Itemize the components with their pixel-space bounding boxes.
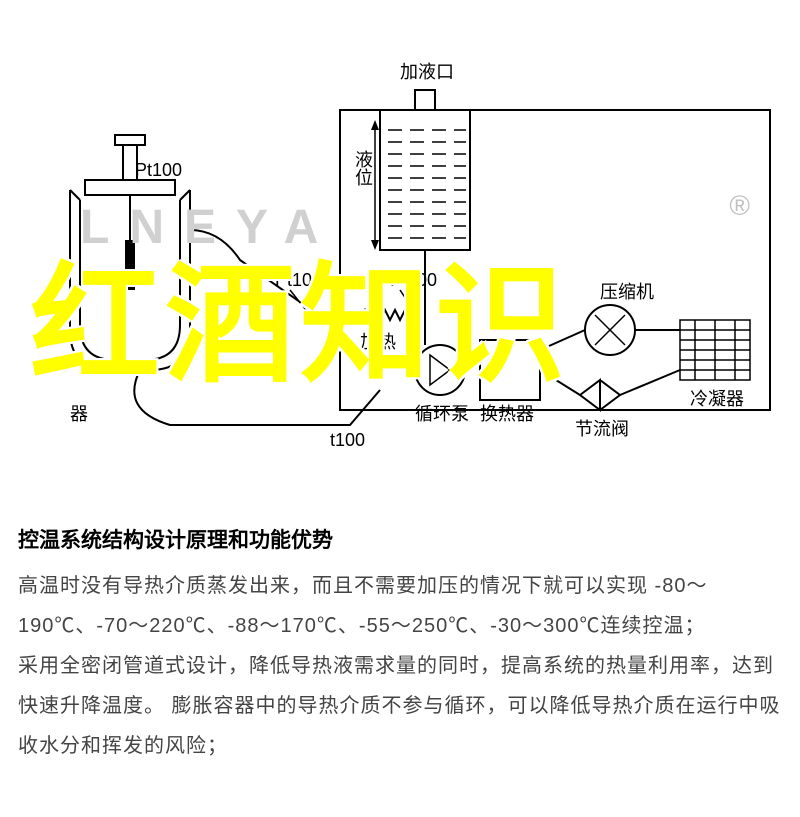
article-heading: 控温系统结构设计原理和功能优势 — [18, 520, 782, 562]
heat-exchanger-label: 换热器 — [480, 400, 534, 426]
throttle-valve-label: 节流阀 — [575, 415, 629, 441]
condenser-label: 冷凝器 — [690, 385, 744, 411]
registered-mark: ® — [729, 190, 750, 222]
watermark-text: LNEYA — [80, 200, 338, 255]
fill-port-label: 加液口 — [400, 58, 454, 84]
article-section: 控温系统结构设计原理和功能优势 高温时没有导热介质蒸发出来，而且不需要加压的情况… — [18, 520, 782, 766]
liquid-level-label: 液位 — [350, 150, 376, 186]
overlay-title: 红酒知识 — [30, 260, 570, 390]
pump-label: 循环泵 — [415, 400, 469, 426]
reactor-label: 器 — [70, 400, 88, 426]
compressor-label: 压缩机 — [600, 278, 654, 304]
t100-label: t100 — [330, 430, 365, 451]
article-body: 高温时没有导热介质蒸发出来，而且不需要加压的情况下就可以实现 -80～190℃、… — [18, 566, 782, 766]
pt100-label-1: Pt100 — [135, 160, 182, 181]
